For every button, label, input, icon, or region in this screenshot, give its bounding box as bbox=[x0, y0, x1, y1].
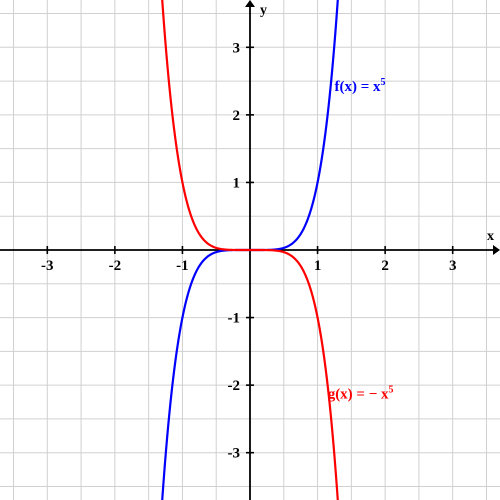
y-tick-label: 2 bbox=[233, 108, 241, 124]
series-labels: f(x) = x5 g(x) = − x5 bbox=[328, 77, 394, 402]
y-tick-label: -2 bbox=[228, 378, 241, 394]
y-tick-label: -1 bbox=[228, 311, 241, 327]
xy-plot: -3-2-1123-3-2-1123 xy f(x) = x5g(x) = − … bbox=[0, 0, 500, 500]
series-label-g: g(x) = − x5 bbox=[328, 385, 394, 403]
x-axis-label: x bbox=[487, 229, 494, 244]
x-tick-label: 2 bbox=[381, 258, 389, 274]
x-tick-label: -2 bbox=[109, 258, 122, 274]
x-tick-label: -1 bbox=[176, 258, 189, 274]
x-tick-label: 1 bbox=[314, 258, 322, 274]
series-label-f: f(x) = x5 bbox=[334, 77, 385, 95]
y-tick-label: 1 bbox=[233, 175, 241, 191]
x-tick-label: 3 bbox=[449, 258, 457, 274]
axis-labels: xy bbox=[260, 3, 494, 244]
y-tick-label: -3 bbox=[228, 446, 241, 462]
y-tick-label: 3 bbox=[233, 40, 241, 56]
x-tick-label: -3 bbox=[41, 258, 54, 274]
axis-arrowheads bbox=[245, 0, 500, 255]
y-axis-label: y bbox=[260, 3, 267, 18]
